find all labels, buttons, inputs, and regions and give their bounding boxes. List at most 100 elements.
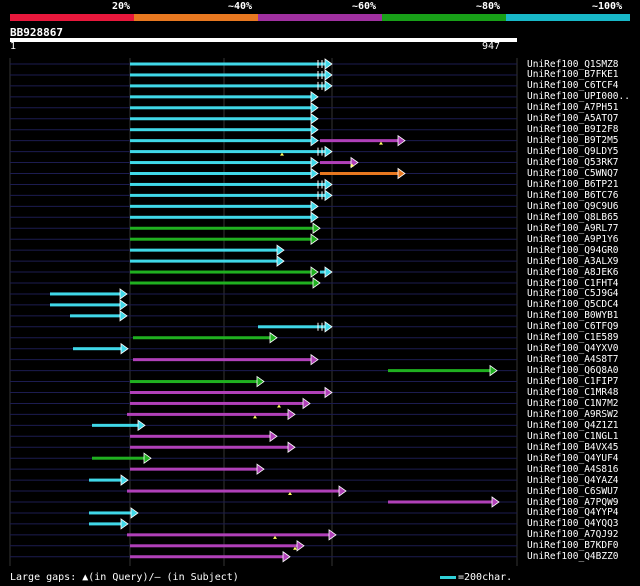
hit-bar bbox=[320, 270, 326, 274]
arrow-head-icon bbox=[276, 255, 285, 267]
hit-label[interactable]: UniRef100_C5WNQ7 bbox=[527, 168, 619, 179]
hit-bar bbox=[130, 215, 312, 219]
hit-bar bbox=[89, 511, 132, 515]
hit-bar bbox=[127, 489, 340, 493]
query-bar bbox=[10, 38, 517, 42]
query-name: BB928867 bbox=[10, 26, 63, 39]
identity-color-legend bbox=[10, 14, 630, 21]
hit-label[interactable]: UniRef100_A7PH51 bbox=[527, 102, 619, 114]
legend-label: ~100% bbox=[592, 1, 623, 12]
hit-bar bbox=[130, 544, 298, 548]
query-gap-icon bbox=[350, 163, 354, 167]
arrow-head-icon bbox=[310, 156, 319, 169]
hit-label[interactable]: UniRef100_C5J9G4 bbox=[527, 288, 619, 300]
hit-bar bbox=[70, 314, 121, 318]
hit-label[interactable]: UniRef100_A9P1Y6 bbox=[527, 233, 619, 245]
hit-label[interactable]: UniRef100_B9I2F8 bbox=[527, 124, 619, 136]
hit-label[interactable]: UniRef100_Q4YUF4 bbox=[527, 452, 619, 464]
hit-label[interactable]: UniRef100_C1FIP7 bbox=[527, 376, 619, 388]
hit-label[interactable]: UniRef100_C1NGL1 bbox=[527, 430, 619, 442]
hit-label[interactable]: UniRef100_A3ALX9 bbox=[527, 255, 619, 267]
arrow-head-icon bbox=[276, 244, 285, 256]
hit-bar bbox=[130, 226, 314, 230]
hit-label[interactable]: UniRef100_C1MR48 bbox=[527, 387, 619, 398]
hit-label[interactable]: UniRef100_B7FKE1 bbox=[527, 69, 619, 81]
query-gap-icon bbox=[253, 415, 257, 419]
hit-bar bbox=[133, 336, 271, 340]
hit-label[interactable]: UniRef100_C1E589 bbox=[527, 332, 619, 344]
hit-label[interactable]: UniRef100_C6TCF4 bbox=[527, 80, 619, 92]
hit-label[interactable]: UniRef100_C1N7M2 bbox=[527, 397, 619, 409]
arrow-head-icon bbox=[397, 167, 406, 180]
arrow-head-icon bbox=[310, 91, 319, 103]
query-gap-icon bbox=[288, 492, 292, 496]
hit-label[interactable]: UniRef100_A8JEK6 bbox=[527, 266, 619, 278]
hit-label[interactable]: UniRef100_B4VX45 bbox=[527, 441, 619, 453]
hit-label[interactable]: UniRef100_A9RL77 bbox=[527, 222, 619, 234]
hit-bar bbox=[130, 259, 278, 263]
arrow-head-icon bbox=[397, 134, 406, 147]
arrow-head-icon bbox=[310, 123, 319, 136]
hit-label[interactable]: UniRef100_Q9LDY5 bbox=[527, 146, 619, 158]
hit-bar bbox=[127, 412, 289, 416]
hit-label[interactable]: UniRef100_A7QJ92 bbox=[527, 529, 619, 541]
hit-label[interactable]: UniRef100_Q8LB65 bbox=[527, 211, 619, 223]
hit-label[interactable]: UniRef100_Q9C9U6 bbox=[527, 200, 619, 212]
hit-label[interactable]: UniRef100_UPI000.. bbox=[527, 91, 630, 103]
hit-label[interactable]: UniRef100_Q94GR0 bbox=[527, 244, 619, 256]
hit-label[interactable]: UniRef100_Q6Q8A0 bbox=[527, 365, 619, 377]
hit-label[interactable]: UniRef100_Q4Z1Z1 bbox=[527, 419, 619, 431]
hit-label[interactable]: UniRef100_Q5CDC4 bbox=[527, 299, 619, 311]
legend-label: ~40% bbox=[228, 1, 253, 12]
hit-bar bbox=[130, 182, 326, 186]
arrow-head-icon bbox=[324, 58, 333, 70]
hit-label[interactable]: UniRef100_Q4YYP4 bbox=[527, 507, 619, 519]
hit-label[interactable]: UniRef100_A4S8T7 bbox=[527, 354, 619, 366]
hit-bar bbox=[50, 303, 121, 307]
hit-bar bbox=[388, 369, 491, 373]
hit-bar bbox=[130, 62, 326, 66]
arrow-head-icon bbox=[282, 550, 291, 563]
hit-label[interactable]: UniRef100_C6TFQ9 bbox=[527, 321, 619, 333]
legend-segment bbox=[10, 14, 134, 21]
hit-label[interactable]: UniRef100_Q4YQQ3 bbox=[527, 518, 619, 530]
arrow-head-icon bbox=[324, 80, 333, 92]
legend-segment bbox=[134, 14, 258, 21]
arrow-head-icon bbox=[310, 233, 319, 245]
hit-bar bbox=[130, 467, 258, 471]
hit-bar bbox=[258, 325, 326, 329]
hit-bar bbox=[130, 555, 284, 559]
hit-label[interactable]: UniRef100_B9T2M5 bbox=[527, 135, 619, 147]
hit-bar bbox=[130, 117, 312, 121]
hit-bar bbox=[130, 161, 312, 165]
hit-bar bbox=[130, 434, 271, 438]
hit-bar bbox=[50, 292, 121, 296]
hit-label[interactable]: UniRef100_A7PQW9 bbox=[527, 496, 619, 508]
hit-bar bbox=[320, 172, 399, 175]
hit-label[interactable]: UniRef100_B6TP21 bbox=[527, 178, 619, 190]
hit-label[interactable]: UniRef100_A9RSW2 bbox=[527, 408, 619, 420]
scale-text: =200char. bbox=[458, 572, 513, 583]
arrow-head-icon bbox=[287, 441, 296, 454]
hit-label[interactable]: UniRef100_Q4BZZ0 bbox=[527, 551, 619, 563]
hit-label[interactable]: UniRef100_C6SWU7 bbox=[527, 485, 619, 497]
arrow-head-icon bbox=[119, 288, 128, 300]
hit-bar bbox=[133, 358, 312, 362]
hit-bar bbox=[130, 401, 304, 405]
hit-label[interactable]: UniRef100_C1FHT4 bbox=[527, 277, 619, 289]
scale-line-icon bbox=[440, 575, 456, 579]
arrow-head-icon bbox=[312, 277, 321, 289]
legend-segment bbox=[382, 14, 506, 21]
hit-label[interactable]: UniRef100_Q4YAZ4 bbox=[527, 474, 619, 486]
arrow-head-icon bbox=[328, 529, 337, 541]
hit-label[interactable]: UniRef100_B0WYB1 bbox=[527, 310, 619, 322]
hit-label[interactable]: UniRef100_Q4YXV0 bbox=[527, 343, 619, 355]
hit-bar bbox=[130, 95, 312, 99]
hit-label[interactable]: UniRef100_B6TC76 bbox=[527, 189, 619, 201]
hit-label[interactable]: UniRef100_A4S816 bbox=[527, 463, 619, 475]
hit-label[interactable]: UniRef100_Q53RK7 bbox=[527, 157, 619, 169]
hit-label[interactable]: UniRef100_A5ATQ7 bbox=[527, 113, 619, 125]
hit-label[interactable]: UniRef100_Q1SMZ8 bbox=[527, 58, 619, 70]
hit-label[interactable]: UniRef100_B7KDF0 bbox=[527, 540, 619, 552]
hit-bar bbox=[130, 380, 258, 384]
